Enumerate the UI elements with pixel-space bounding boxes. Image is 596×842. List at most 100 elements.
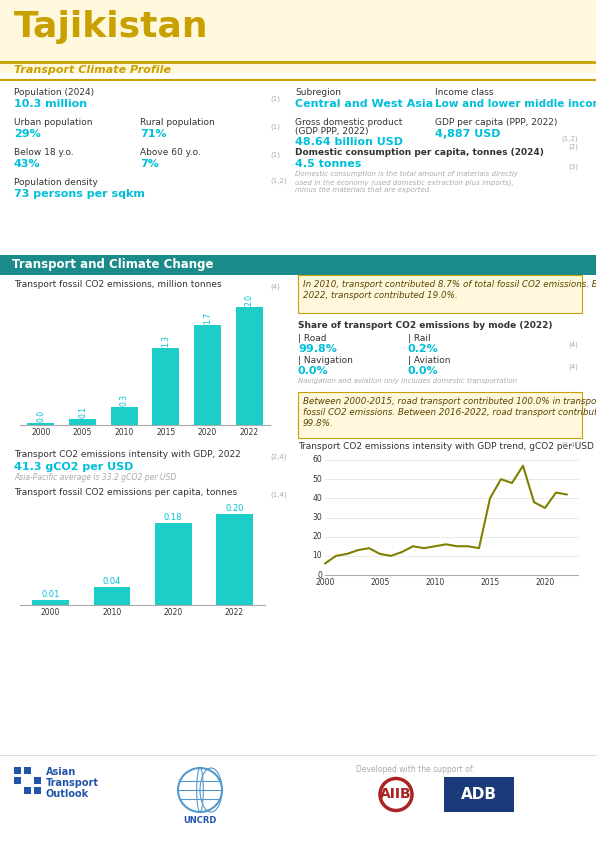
FancyBboxPatch shape [69, 419, 96, 425]
Text: used in the economy (used domestic extraction plus imports),: used in the economy (used domestic extra… [295, 179, 514, 185]
Text: Population density: Population density [14, 178, 98, 187]
FancyBboxPatch shape [298, 275, 582, 313]
Text: 0.01: 0.01 [42, 590, 60, 600]
Text: | Aviation: | Aviation [408, 356, 451, 365]
Text: (1): (1) [270, 96, 280, 103]
Text: 2022: 2022 [240, 428, 259, 437]
FancyBboxPatch shape [14, 767, 21, 774]
Text: 4.5 tonnes: 4.5 tonnes [295, 159, 361, 169]
Text: Navigation and aviation only includes domestic transportation: Navigation and aviation only includes do… [298, 378, 517, 384]
Text: | Navigation: | Navigation [298, 356, 353, 365]
Text: 2000: 2000 [31, 428, 51, 437]
Text: 0.04: 0.04 [103, 577, 121, 586]
Text: Tajikistan: Tajikistan [14, 10, 209, 44]
Text: (1): (1) [270, 123, 280, 130]
Text: Transport Climate Profile: Transport Climate Profile [14, 65, 171, 75]
Text: Above 60 y.o.: Above 60 y.o. [140, 148, 201, 157]
Text: (4): (4) [270, 284, 280, 290]
Text: 7%: 7% [140, 159, 159, 169]
Text: Asia-Pacific average is 33.2 gCO2 per USD: Asia-Pacific average is 33.2 gCO2 per US… [14, 473, 176, 482]
Text: minus the materials that are exported.: minus the materials that are exported. [295, 187, 432, 193]
Text: 1.7: 1.7 [203, 312, 212, 323]
Text: 41.3 gCO2 per USD: 41.3 gCO2 per USD [14, 462, 134, 472]
Text: Population (2024): Population (2024) [14, 88, 94, 97]
Text: | Rail: | Rail [408, 334, 431, 343]
Text: (1): (1) [270, 151, 280, 157]
Text: 2010: 2010 [103, 608, 122, 617]
Text: 4,887 USD: 4,887 USD [435, 129, 501, 139]
FancyBboxPatch shape [0, 255, 596, 275]
Text: (2,4): (2,4) [270, 454, 287, 461]
Text: 0.20: 0.20 [225, 504, 244, 513]
Text: (GDP PPP, 2022): (GDP PPP, 2022) [295, 127, 368, 136]
FancyBboxPatch shape [34, 777, 41, 784]
Text: Gross domestic product: Gross domestic product [295, 118, 402, 127]
Text: 48.64 billion USD: 48.64 billion USD [295, 137, 403, 147]
Text: 2005: 2005 [73, 428, 92, 437]
Text: 0.0%: 0.0% [298, 366, 328, 376]
Text: 2000: 2000 [315, 578, 335, 587]
Text: 99.8%: 99.8% [298, 344, 337, 354]
Text: 40: 40 [312, 494, 322, 503]
Text: (2): (2) [568, 144, 578, 151]
Text: (2,4): (2,4) [561, 442, 578, 449]
Text: Transport fossil CO2 emissions per capita, tonnes: Transport fossil CO2 emissions per capit… [14, 488, 237, 497]
Text: 2005: 2005 [370, 578, 390, 587]
FancyBboxPatch shape [14, 777, 21, 784]
Text: fossil CO2 emissions. Between 2016-2022, road transport contributed: fossil CO2 emissions. Between 2016-2022,… [303, 408, 596, 417]
Text: 30: 30 [312, 513, 322, 522]
Text: Below 18 y.o.: Below 18 y.o. [14, 148, 74, 157]
Text: Subregion: Subregion [295, 88, 341, 97]
FancyBboxPatch shape [94, 587, 131, 605]
Text: 2010: 2010 [426, 578, 445, 587]
Text: (4): (4) [568, 364, 578, 370]
Text: 71%: 71% [140, 129, 167, 139]
FancyBboxPatch shape [111, 408, 138, 425]
Text: 20: 20 [312, 532, 322, 541]
Text: (1,4): (1,4) [270, 492, 287, 498]
Text: 0.0%: 0.0% [408, 366, 439, 376]
Text: 10: 10 [312, 552, 322, 560]
FancyBboxPatch shape [27, 423, 54, 425]
FancyBboxPatch shape [298, 392, 582, 438]
FancyBboxPatch shape [444, 777, 514, 812]
Text: Domestic consumption per capita, tonnes (2024): Domestic consumption per capita, tonnes … [295, 148, 544, 157]
Text: GDP per capita (PPP, 2022): GDP per capita (PPP, 2022) [435, 118, 557, 127]
Text: Asian: Asian [46, 767, 76, 777]
Text: | Road: | Road [298, 334, 327, 343]
FancyBboxPatch shape [194, 324, 221, 425]
Text: 99.8%.: 99.8%. [303, 419, 334, 428]
Text: Urban population: Urban population [14, 118, 92, 127]
FancyBboxPatch shape [32, 600, 69, 605]
Text: 43%: 43% [14, 159, 41, 169]
Text: 2022, transport contributed 19.0%.: 2022, transport contributed 19.0%. [303, 291, 458, 300]
Text: Share of transport CO2 emissions by mode (2022): Share of transport CO2 emissions by mode… [298, 321, 552, 330]
Text: Central and West Asia: Central and West Asia [295, 99, 433, 109]
FancyBboxPatch shape [34, 787, 41, 794]
Text: 2022: 2022 [225, 608, 244, 617]
FancyBboxPatch shape [153, 349, 179, 425]
Text: Transport and Climate Change: Transport and Climate Change [12, 258, 213, 271]
Text: Domestic consumption is the total amount of materials directly: Domestic consumption is the total amount… [295, 171, 518, 177]
Text: (3): (3) [568, 163, 578, 169]
Text: (4): (4) [568, 342, 578, 349]
Text: 60: 60 [312, 456, 322, 465]
Text: 50: 50 [312, 475, 322, 483]
Text: 0.2%: 0.2% [408, 344, 439, 354]
FancyBboxPatch shape [24, 787, 31, 794]
Text: Low and lower middle income: Low and lower middle income [435, 99, 596, 109]
Text: Between 2000-2015, road transport contributed 100.0% in transport: Between 2000-2015, road transport contri… [303, 397, 596, 406]
FancyBboxPatch shape [235, 306, 263, 425]
Text: Transport CO2 emissions intensity with GDP trend, gCO2 per USD: Transport CO2 emissions intensity with G… [298, 442, 594, 451]
Text: Income class: Income class [435, 88, 493, 97]
Text: Transport fossil CO2 emissions, million tonnes: Transport fossil CO2 emissions, million … [14, 280, 222, 289]
Text: ADB: ADB [461, 787, 497, 802]
Text: 2000: 2000 [41, 608, 60, 617]
Text: 0: 0 [317, 571, 322, 579]
Text: In 2010, transport contributed 8.7% of total fossil CO2 emissions. By: In 2010, transport contributed 8.7% of t… [303, 280, 596, 289]
Text: 0.1: 0.1 [78, 406, 87, 418]
Text: Developed with the support of:: Developed with the support of: [356, 765, 475, 774]
Text: 2020: 2020 [198, 428, 217, 437]
Text: 2010: 2010 [114, 428, 134, 437]
FancyBboxPatch shape [0, 0, 596, 73]
